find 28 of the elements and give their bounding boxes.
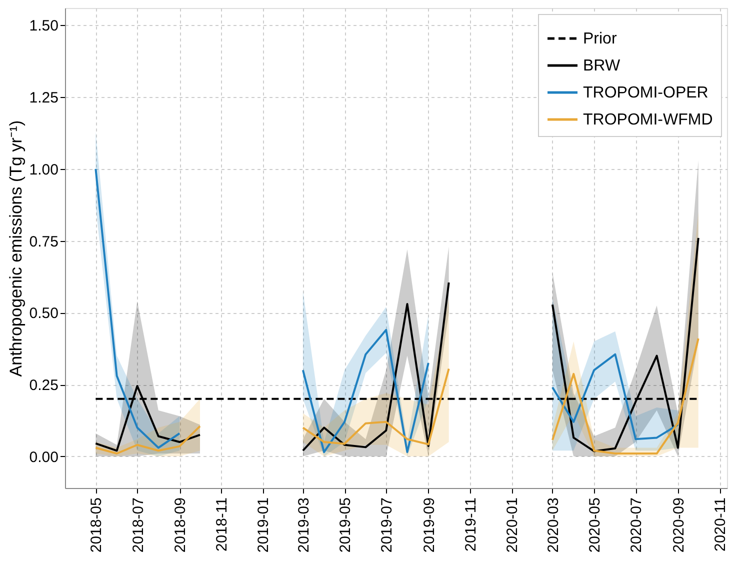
x-tick-label: 2020-01 <box>504 498 522 553</box>
x-tick-label: 2020-03 <box>544 498 562 553</box>
x-tick-label: 2020-09 <box>670 498 688 553</box>
x-tick-label: 2018-11 <box>214 498 231 552</box>
y-tick-label: 1.50 <box>29 18 58 35</box>
x-tick-label: 2018-09 <box>172 498 190 553</box>
x-tick-label: 2019-09 <box>420 498 438 553</box>
legend-label: TROPOMI-WFMD <box>583 112 713 128</box>
y-tick-label: 0.50 <box>29 305 58 322</box>
legend-label: BRW <box>583 58 621 74</box>
x-tick-label: 2019-07 <box>378 498 396 553</box>
x-tick-label: 2019-03 <box>295 498 312 553</box>
legend-label: Prior <box>583 30 618 48</box>
y-tick-label: 0.25 <box>29 377 58 394</box>
x-tick-label: 2019-11 <box>462 498 480 552</box>
x-tick-label: 2019-05 <box>337 498 354 553</box>
x-tick-label: 2020-11 <box>712 498 729 552</box>
y-tick-label: 1.25 <box>29 90 58 107</box>
x-tick-label: 2018-05 <box>88 498 106 553</box>
y-tick-label: 0.00 <box>29 448 58 466</box>
y-tick-label: 1.00 <box>29 161 58 178</box>
y-tick-label: 0.75 <box>29 233 58 250</box>
x-tick-label: 2020-07 <box>628 498 646 553</box>
y-axis-title: Anthropogenic emissions (Tg yr⁻¹) <box>6 120 26 377</box>
x-tick-label: 2020-05 <box>586 498 604 553</box>
legend-label: TROPOMI-OPER <box>583 84 708 102</box>
x-tick-label: 2019-01 <box>255 498 272 553</box>
x-tick-label: 2018-07 <box>130 498 147 553</box>
